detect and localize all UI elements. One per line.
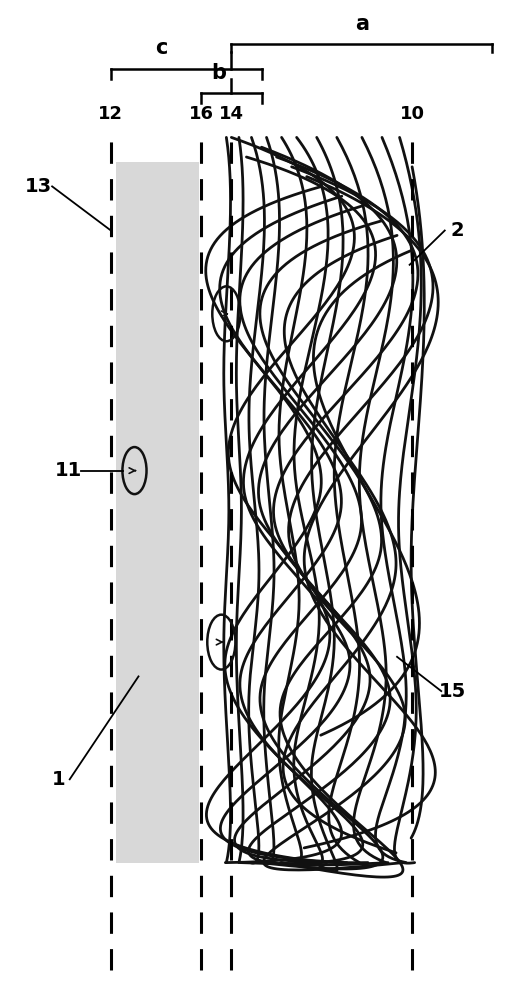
Text: 11: 11	[54, 461, 82, 480]
Text: c: c	[155, 38, 167, 58]
Text: 14: 14	[219, 105, 244, 123]
Text: 1: 1	[51, 770, 65, 789]
Text: b: b	[211, 63, 226, 83]
Text: 13: 13	[25, 177, 52, 196]
Text: 15: 15	[439, 682, 466, 701]
Text: 16: 16	[189, 105, 214, 123]
Bar	[116, 162, 199, 863]
Text: 2: 2	[450, 221, 464, 240]
Text: a: a	[355, 14, 369, 34]
Text: 10: 10	[400, 105, 425, 123]
Text: 12: 12	[98, 105, 123, 123]
